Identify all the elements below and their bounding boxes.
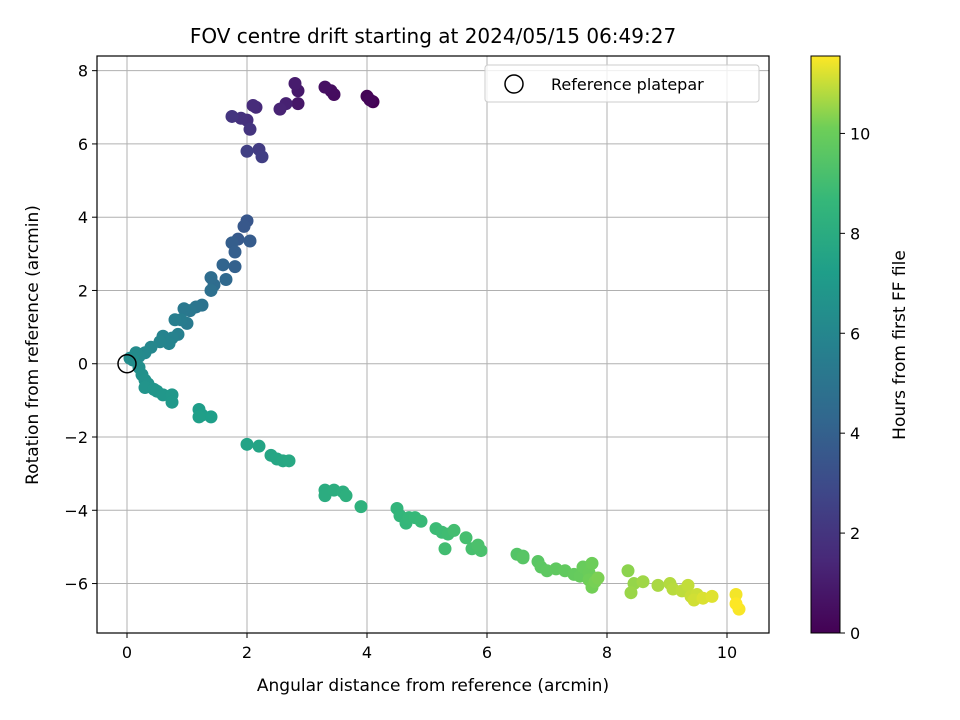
drift-point: [219, 272, 233, 286]
drift-point: [459, 531, 473, 545]
colorbar-tick-label: 2: [850, 524, 860, 543]
drift-point: [585, 556, 599, 570]
y-tick-label: −2: [64, 428, 88, 447]
drift-point: [243, 234, 257, 248]
drift-point: [363, 93, 377, 107]
y-tick-label: 4: [78, 208, 88, 227]
legend-entry-reference: Reference platepar: [551, 75, 704, 94]
colorbar-tick-label: 8: [850, 224, 860, 243]
drift-point: [681, 578, 695, 592]
y-tick-label: 6: [78, 135, 88, 154]
colorbar-tick-label: 0: [850, 624, 860, 643]
drift-point: [204, 283, 218, 297]
y-tick-label: −4: [64, 501, 88, 520]
legend-box: [484, 64, 760, 103]
drift-point: [168, 313, 182, 327]
data-points: [123, 76, 746, 616]
drift-point: [636, 575, 650, 589]
drift-point: [204, 271, 218, 285]
x-tick-label: 4: [362, 643, 372, 662]
drift-point: [165, 395, 179, 409]
y-tick-label: 0: [78, 355, 88, 374]
x-tick-label: 8: [602, 643, 612, 662]
drift-point: [225, 109, 239, 123]
legend: Reference platepar: [484, 64, 760, 103]
drift-point: [288, 76, 302, 90]
drift-point: [228, 245, 242, 259]
x-tick-label: 6: [482, 643, 492, 662]
drift-point: [240, 437, 254, 451]
plot-frame: [96, 55, 770, 634]
drift-point: [246, 98, 260, 112]
drift-point: [318, 80, 332, 94]
drift-point: [729, 588, 743, 602]
drift-point: [438, 542, 452, 556]
drift-point: [354, 500, 368, 514]
colorbar-tick-label: 4: [850, 424, 860, 443]
drift-point: [156, 388, 170, 402]
colorbar-label: Hours from first FF file: [890, 250, 910, 440]
drift-point: [705, 589, 719, 603]
drift-point: [414, 514, 428, 528]
colorbar-tick-label: 6: [850, 324, 860, 343]
y-tick-label: 8: [78, 62, 88, 81]
drift-point: [447, 523, 461, 537]
x-tick-label: 2: [242, 643, 252, 662]
drift-point: [591, 571, 605, 585]
legend-marker-icon: [504, 74, 524, 94]
drift-point: [339, 489, 353, 503]
drift-point: [282, 454, 296, 468]
drift-point: [177, 302, 191, 316]
drift-point: [291, 97, 305, 111]
x-tick-label: 10: [717, 643, 737, 662]
drift-point: [216, 258, 230, 272]
colorbar-gradient: [810, 55, 841, 634]
drift-point: [237, 219, 251, 233]
drift-point: [204, 410, 218, 424]
y-axis-ticks: −6 −4 −2 0 2 4 6 8: [64, 62, 97, 594]
drift-point: [240, 144, 254, 158]
drift-point: [624, 586, 638, 600]
drift-point: [273, 102, 287, 116]
x-axis-ticks: 0 2 4 6 8 10: [122, 633, 737, 662]
colorbar: 0 2 4 6 8 10 Hours from first FF file: [810, 55, 910, 643]
drift-point: [651, 578, 665, 592]
chart-title: FOV centre drift starting at 2024/05/15 …: [190, 24, 676, 48]
drift-point: [621, 564, 635, 578]
drift-point: [255, 150, 269, 164]
drift-point: [252, 439, 266, 453]
y-tick-label: −6: [64, 575, 88, 594]
drift-point: [243, 122, 257, 136]
x-axis-label: Angular distance from reference (arcmin): [257, 676, 609, 696]
drift-point: [192, 410, 206, 424]
grid-lines: [97, 56, 769, 633]
colorbar-tick-label: 10: [850, 124, 870, 143]
y-axis-label: Rotation from reference (arcmin): [23, 205, 43, 485]
drift-point: [729, 597, 743, 611]
colorbar-ticks: 0 2 4 6 8 10: [840, 124, 870, 643]
x-tick-label: 0: [122, 643, 132, 662]
drift-point: [228, 260, 242, 274]
drift-point: [516, 551, 530, 565]
drift-point: [471, 538, 485, 552]
reference-platepar-marker: [117, 353, 137, 374]
y-tick-label: 2: [78, 281, 88, 300]
